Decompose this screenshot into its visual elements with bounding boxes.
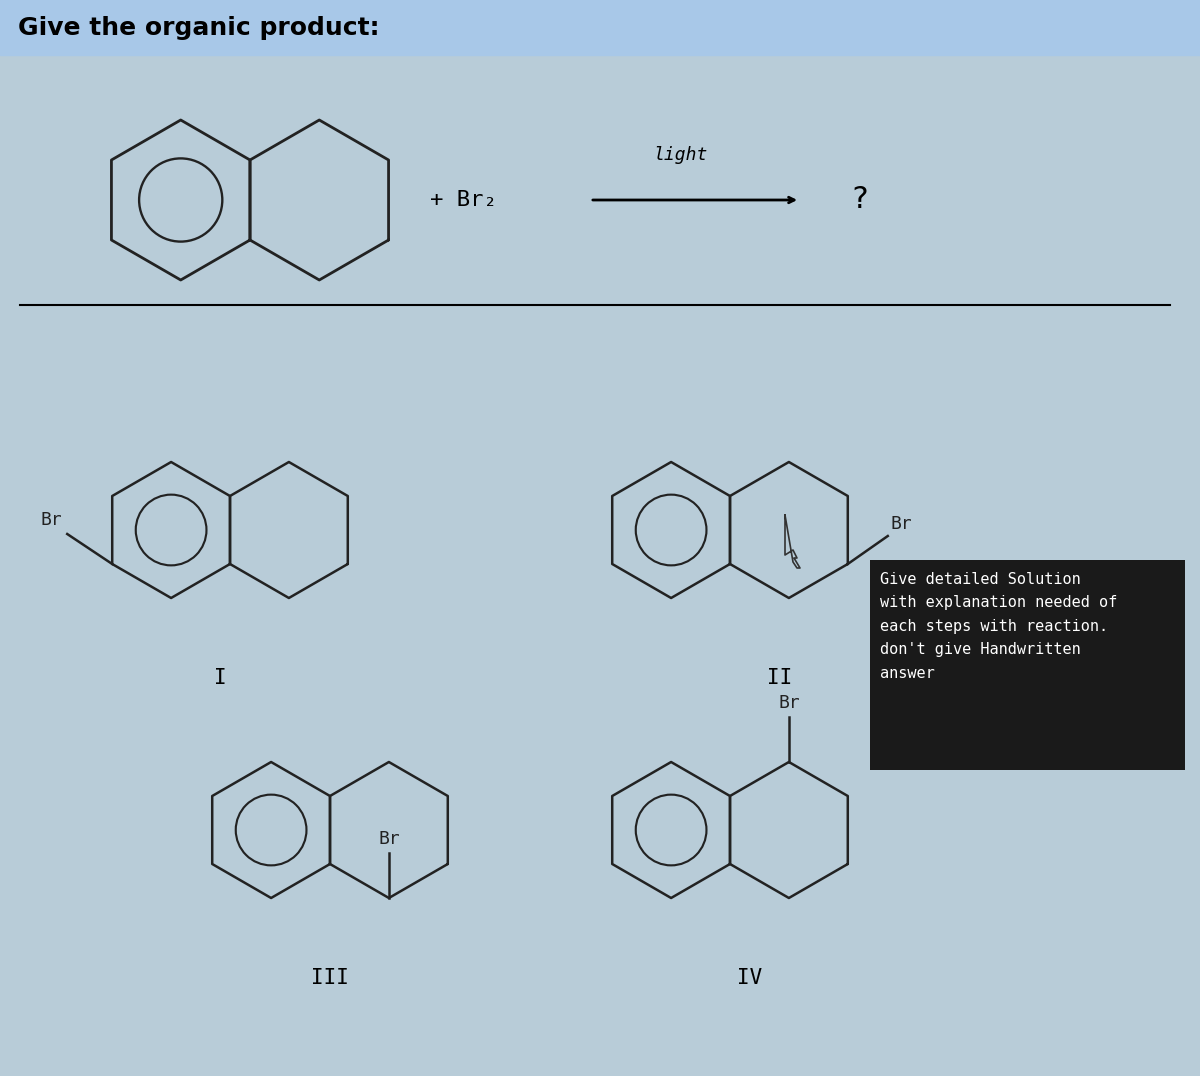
Text: light: light [653,146,707,164]
Text: ?: ? [850,185,869,214]
Text: Give the organic product:: Give the organic product: [18,16,379,40]
Text: III: III [311,968,349,988]
Text: IV: IV [737,968,763,988]
Text: Br: Br [378,830,400,848]
Bar [870,560,1186,770]
Bar [0,0,1200,55]
Text: Give detailed Solution
with explanation needed of
each steps with reaction.
don': Give detailed Solution with explanation … [880,572,1117,681]
Text: Br: Br [890,515,912,533]
Text: Br: Br [41,511,62,529]
Text: Br: Br [778,694,799,712]
Text: II: II [767,668,793,688]
Text: + Br₂: + Br₂ [430,190,497,210]
Text: I: I [214,668,227,688]
